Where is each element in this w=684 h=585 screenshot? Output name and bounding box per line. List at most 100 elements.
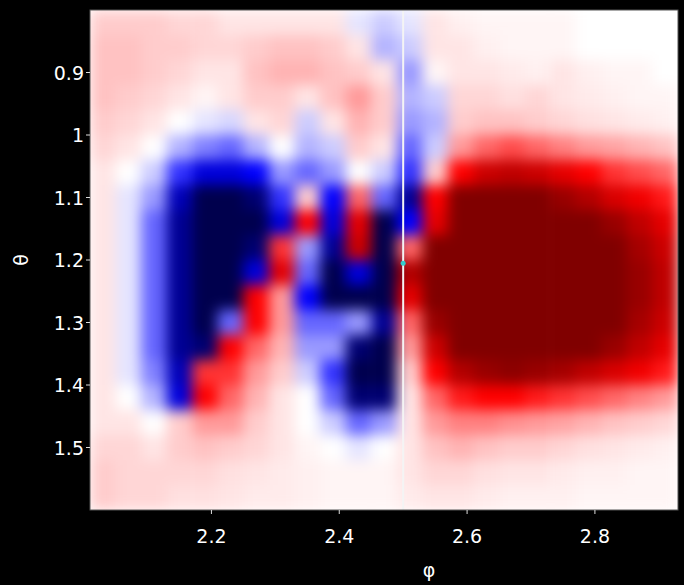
heatmap-cell bbox=[422, 335, 448, 361]
heatmap-cell bbox=[116, 10, 142, 36]
heatmap-cell bbox=[601, 360, 627, 386]
heatmap-cell bbox=[499, 385, 525, 411]
heatmap-cell bbox=[627, 110, 653, 136]
heatmap-cell bbox=[167, 360, 193, 386]
heatmap-cell bbox=[499, 135, 525, 161]
heatmap-cell bbox=[601, 35, 627, 61]
heatmap-cell bbox=[269, 160, 295, 186]
heatmap-cell bbox=[346, 160, 372, 186]
heatmap-cell bbox=[525, 85, 551, 111]
heatmap-cell bbox=[473, 185, 499, 211]
heatmap-cell bbox=[448, 285, 474, 311]
heatmap-cell bbox=[243, 410, 269, 436]
heatmap-cell bbox=[576, 335, 602, 361]
heatmap-cell bbox=[601, 135, 627, 161]
heatmap-cell bbox=[422, 285, 448, 311]
heatmap-cell bbox=[550, 210, 576, 236]
heatmap-cell bbox=[346, 410, 372, 436]
heatmap-cell bbox=[116, 360, 142, 386]
heatmap-cell bbox=[448, 385, 474, 411]
heatmap-cell bbox=[141, 110, 167, 136]
heatmap-cell bbox=[90, 335, 116, 361]
heatmap-cell bbox=[525, 235, 551, 261]
heatmap-cell bbox=[243, 85, 269, 111]
heatmap-cell bbox=[422, 60, 448, 86]
heatmap-cell bbox=[346, 85, 372, 111]
heatmap-cell bbox=[192, 210, 218, 236]
heatmap-cell bbox=[397, 60, 423, 86]
heatmap-cell bbox=[652, 360, 678, 386]
heatmap-cell bbox=[141, 35, 167, 61]
heatmap-cell bbox=[167, 460, 193, 486]
heatmap-cell bbox=[243, 485, 269, 510]
heatmap-cell bbox=[320, 235, 346, 261]
y-tick-label: 1.2 bbox=[54, 249, 84, 271]
heatmap-cell bbox=[499, 485, 525, 510]
heatmap-cell bbox=[473, 485, 499, 510]
heatmap-cell bbox=[295, 410, 321, 436]
heatmap-cell bbox=[652, 435, 678, 461]
heatmap-cell bbox=[550, 60, 576, 86]
heatmap-cell bbox=[320, 435, 346, 461]
heatmap-cell bbox=[320, 60, 346, 86]
heatmap-cell bbox=[576, 160, 602, 186]
heatmap-cell bbox=[167, 285, 193, 311]
heatmap-cell bbox=[627, 460, 653, 486]
heatmap-cell bbox=[295, 60, 321, 86]
heatmap-cell bbox=[116, 485, 142, 510]
heatmap-cell bbox=[448, 85, 474, 111]
heatmap-cell bbox=[550, 235, 576, 261]
heatmap-cell bbox=[525, 210, 551, 236]
heatmap-cell bbox=[627, 385, 653, 411]
heatmap-cell bbox=[141, 335, 167, 361]
heatmap-cell bbox=[397, 185, 423, 211]
heatmap-cell bbox=[90, 285, 116, 311]
heatmap-cell bbox=[473, 360, 499, 386]
heatmap-cell bbox=[90, 185, 116, 211]
heatmap-cell bbox=[525, 435, 551, 461]
heatmap-cell bbox=[576, 285, 602, 311]
heatmap-cell bbox=[576, 310, 602, 336]
heatmap-cell bbox=[218, 435, 244, 461]
heatmap-cell bbox=[652, 485, 678, 510]
heatmap-cell bbox=[601, 185, 627, 211]
heatmap-cell bbox=[243, 60, 269, 86]
heatmap-cell bbox=[167, 385, 193, 411]
heatmap-cell bbox=[448, 10, 474, 36]
plot-frame bbox=[90, 10, 678, 510]
heatmap-cell bbox=[550, 410, 576, 436]
heatmap-cell bbox=[576, 85, 602, 111]
y-tick-label: 1.1 bbox=[54, 187, 84, 209]
heatmap-cell bbox=[346, 60, 372, 86]
heatmap-cell bbox=[295, 110, 321, 136]
heatmap-cell bbox=[499, 85, 525, 111]
heatmap-cell bbox=[422, 485, 448, 510]
heatmap-cell bbox=[269, 460, 295, 486]
heatmap-cell bbox=[499, 335, 525, 361]
heatmap-cell bbox=[576, 485, 602, 510]
heatmap-cell bbox=[576, 360, 602, 386]
heatmap-cell bbox=[397, 135, 423, 161]
heatmap-cell bbox=[499, 35, 525, 61]
heatmap-cell bbox=[116, 85, 142, 111]
heatmap-cell bbox=[295, 360, 321, 386]
heatmap-cell bbox=[525, 310, 551, 336]
heatmap-cell bbox=[218, 35, 244, 61]
heatmap-cell bbox=[550, 10, 576, 36]
heatmap-cell bbox=[652, 160, 678, 186]
heatmap-cell bbox=[576, 210, 602, 236]
y-tick bbox=[86, 197, 90, 198]
heatmap-cell bbox=[320, 310, 346, 336]
heatmap-cell bbox=[422, 410, 448, 436]
heatmap-cell bbox=[525, 135, 551, 161]
heatmap-cell bbox=[141, 160, 167, 186]
heatmap-cell bbox=[141, 435, 167, 461]
heatmap-cell bbox=[218, 85, 244, 111]
heatmap-cell bbox=[499, 460, 525, 486]
heatmap-cell bbox=[576, 10, 602, 36]
heatmap-cell bbox=[141, 135, 167, 161]
heatmap-cell bbox=[192, 35, 218, 61]
heatmap-cell bbox=[422, 135, 448, 161]
heatmap-cell bbox=[116, 110, 142, 136]
heatmap-cell bbox=[397, 10, 423, 36]
